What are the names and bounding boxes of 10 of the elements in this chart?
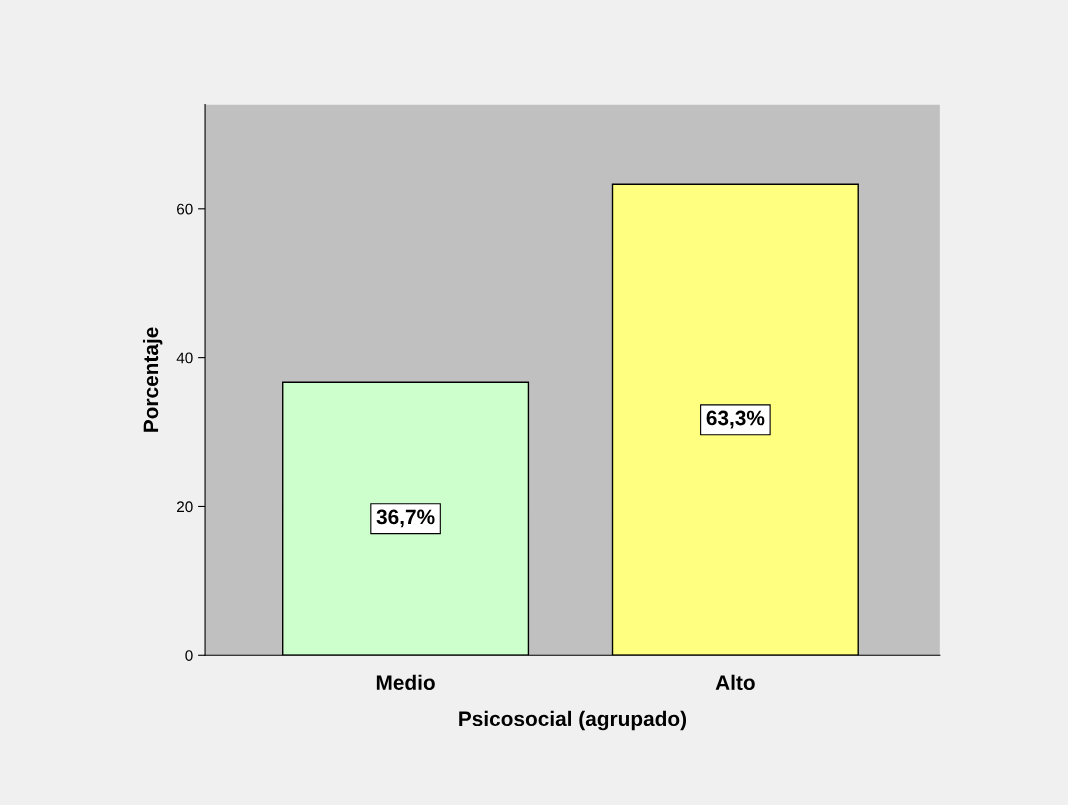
- y-tick-label: 20: [177, 501, 193, 513]
- x-tick-label: Medio: [376, 674, 435, 691]
- y-tick-label: 0: [185, 650, 193, 661]
- data-label: 36,7%: [376, 509, 435, 528]
- y-tick-label: 40: [176, 352, 193, 364]
- data-label: 63,3%: [706, 410, 765, 429]
- y-axis-title: Porcentaje: [142, 327, 163, 432]
- y-tick-label: 60: [177, 203, 193, 215]
- x-axis-title: Psicosocial (agrupado): [459, 710, 687, 731]
- x-tick-label: Alto: [715, 674, 755, 691]
